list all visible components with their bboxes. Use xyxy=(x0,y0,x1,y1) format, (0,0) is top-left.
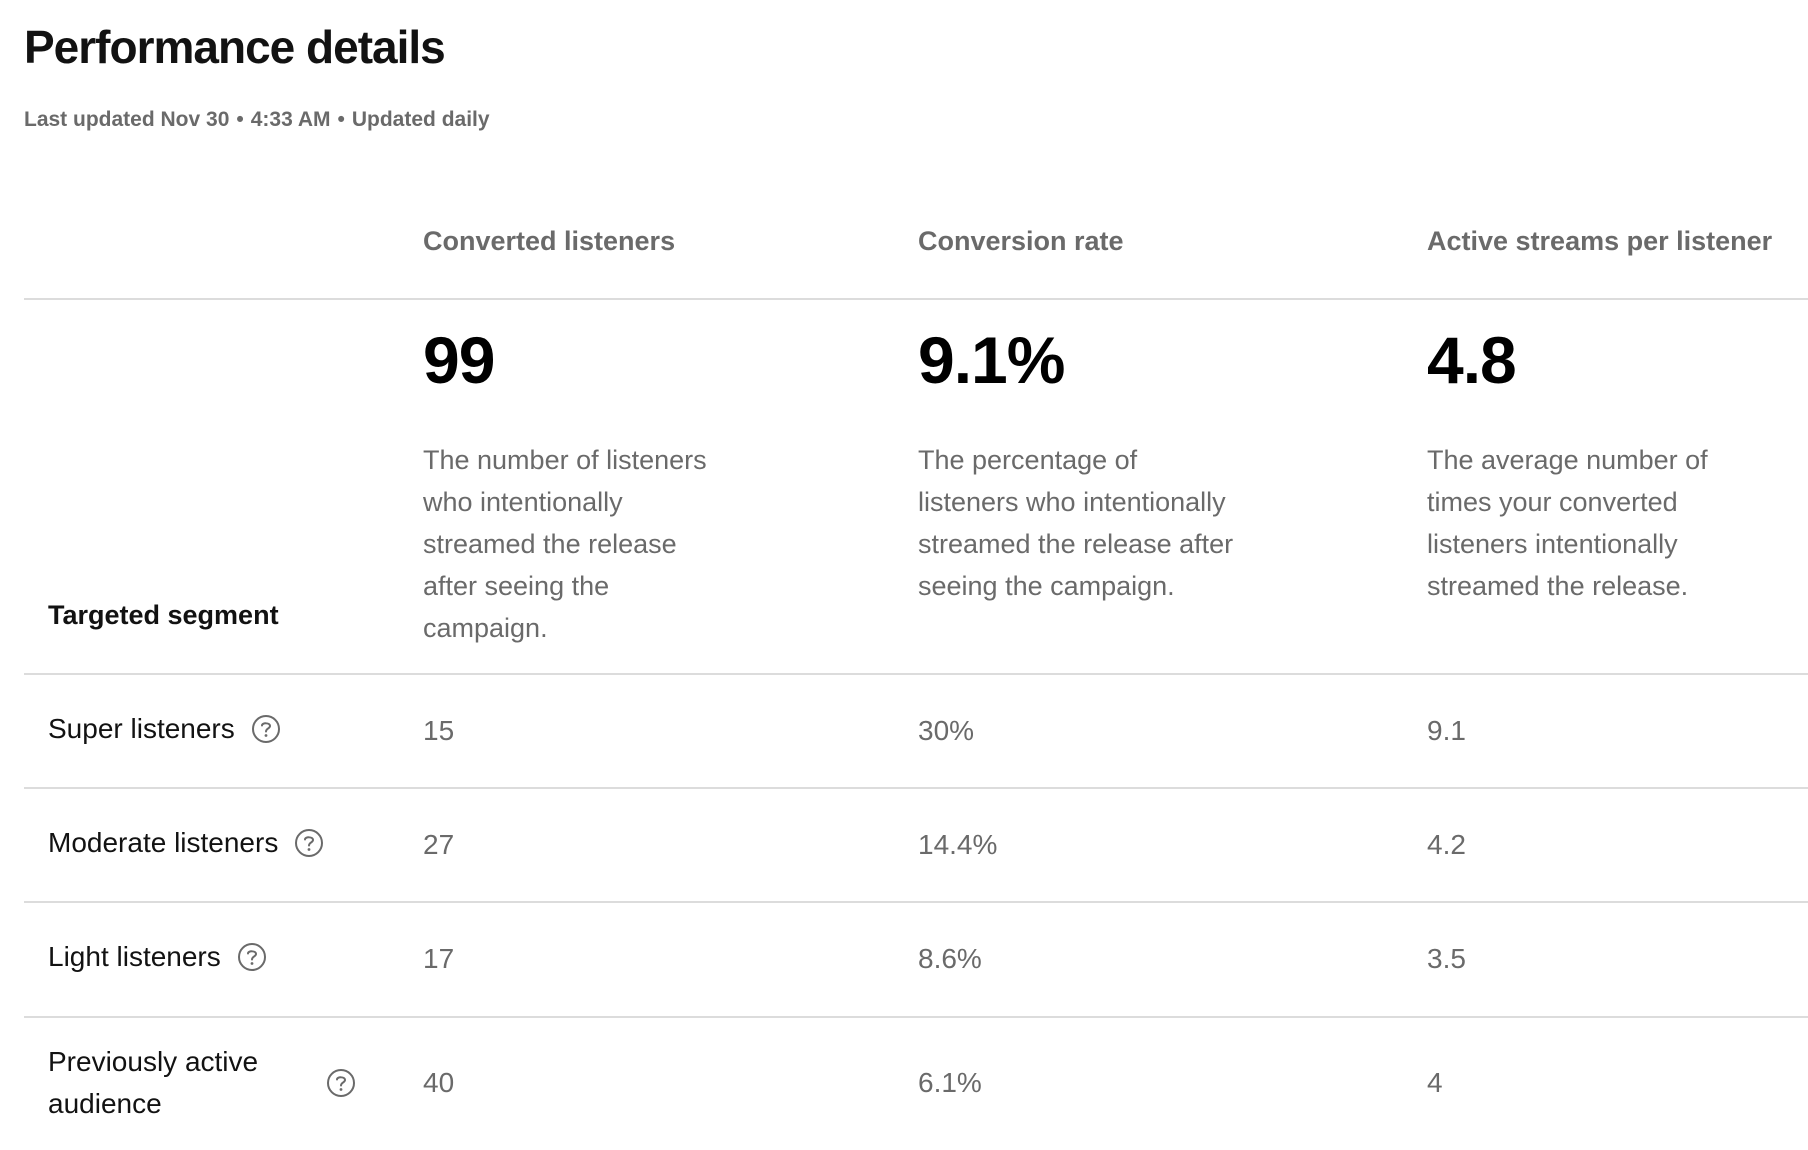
conversion-rate-total: 9.1% xyxy=(918,323,1065,397)
table-cell-converted: 15 xyxy=(423,715,455,746)
segment-moderate-listeners: Moderate listeners xyxy=(48,827,324,859)
divider xyxy=(24,298,1808,300)
table-cell-converted: 27 xyxy=(423,829,455,860)
table-cell-streams: 9.1 xyxy=(1427,715,1466,746)
table-cell-streams: 3.5 xyxy=(1427,943,1466,974)
active-streams-description: The average number of times your convert… xyxy=(1427,445,1708,601)
divider xyxy=(24,787,1808,789)
converted-listeners-total: 99 xyxy=(423,323,495,397)
segment-label: Super listeners xyxy=(48,713,235,744)
column-header-active-streams: Active streams per listener xyxy=(1427,226,1773,256)
segment-previously-active-audience: Previously active audience xyxy=(48,1046,259,1119)
table-cell-rate: 8.6% xyxy=(918,943,982,974)
divider xyxy=(24,673,1808,675)
divider xyxy=(24,901,1808,903)
question-circle-icon[interactable] xyxy=(237,942,267,972)
segment-label: Moderate listeners xyxy=(48,827,279,858)
divider xyxy=(24,1016,1808,1018)
table-cell-converted: 40 xyxy=(423,1067,455,1098)
table-cell-streams: 4.2 xyxy=(1427,829,1466,860)
conversion-rate-description: The percentage of listeners who intentio… xyxy=(918,445,1234,601)
table-cell-streams: 4 xyxy=(1427,1067,1443,1098)
active-streams-total: 4.8 xyxy=(1427,323,1517,397)
last-updated-info: Last updated Nov 30 • 4:33 AM • Updated dail… xyxy=(24,108,490,132)
update-frequency: Updated daily xyxy=(351,108,490,131)
last-updated-date: Last updated Nov 30 xyxy=(24,108,230,131)
segment-light-listeners: Light listeners xyxy=(48,941,267,973)
targeted-segment-header: Targeted segment xyxy=(48,600,279,630)
table-cell-rate: 30% xyxy=(918,715,975,746)
question-circle-icon[interactable] xyxy=(326,1068,356,1098)
segment-super-listeners: Super listeners xyxy=(48,713,281,745)
converted-listeners-description: The number of listeners who intentionall… xyxy=(423,445,707,643)
table-cell-rate: 6.1% xyxy=(918,1067,982,1098)
question-circle-icon[interactable] xyxy=(251,714,281,744)
question-circle-icon[interactable] xyxy=(294,828,324,858)
column-header-converted-listeners: Converted listeners xyxy=(423,226,676,256)
separator-dot: • xyxy=(236,108,244,131)
last-updated-time: 4:33 AM xyxy=(250,108,331,131)
segment-label: Light listeners xyxy=(48,941,221,972)
column-header-conversion-rate: Conversion rate xyxy=(918,226,1124,256)
table-cell-converted: 17 xyxy=(423,943,455,974)
table-cell-rate: 14.4% xyxy=(918,829,998,860)
separator-dot: • xyxy=(337,108,345,131)
page-title: Performance details xyxy=(24,21,446,73)
